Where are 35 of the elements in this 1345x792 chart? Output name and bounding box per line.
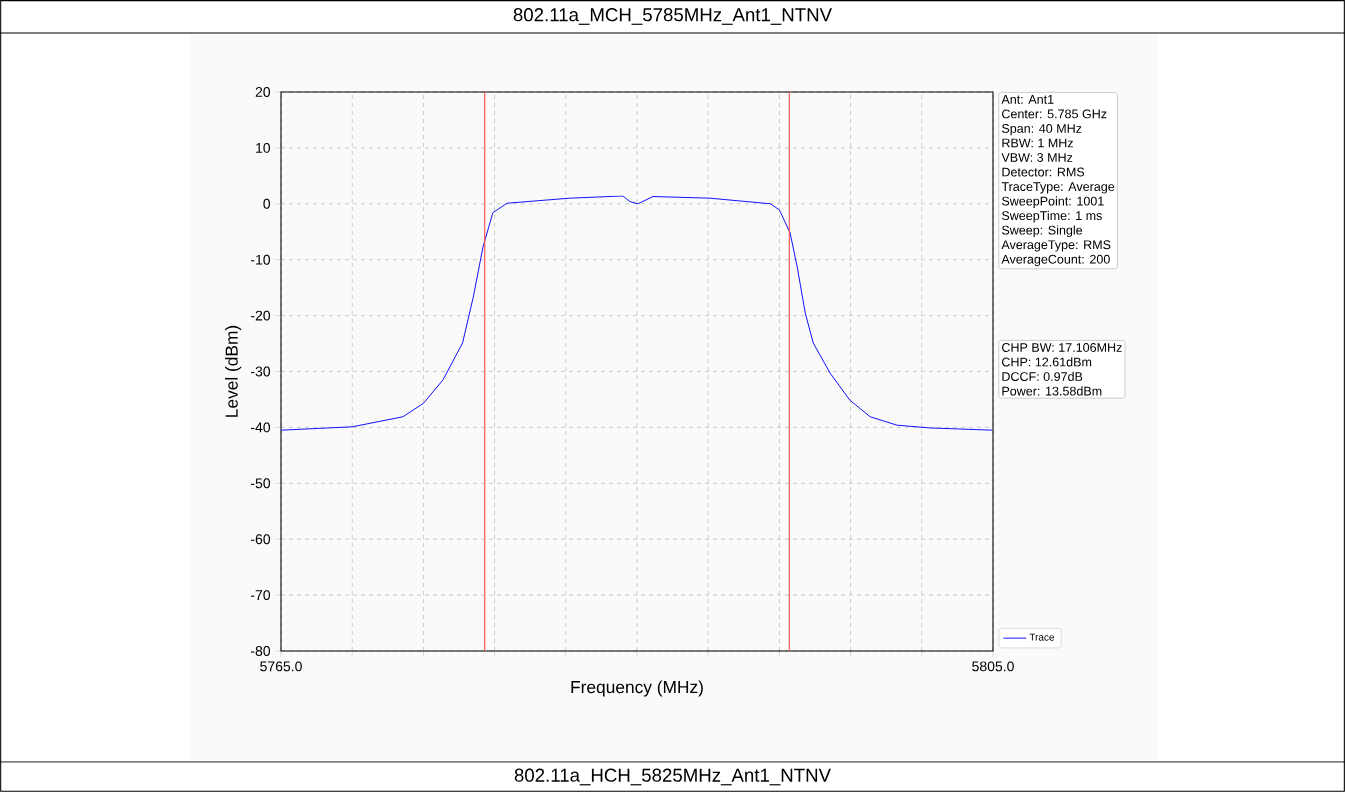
text: AverageCount: 200 xyxy=(1001,254,1110,267)
y-tick-label: -20 xyxy=(251,310,271,321)
text: Power: 13.58dBm xyxy=(1002,386,1102,396)
text: 802.11a_HCH_5825MHz_Ant1_NTNV xyxy=(514,768,831,786)
y-tick-label: -50 xyxy=(251,478,271,489)
text: Ant: Ant1 xyxy=(1001,95,1054,104)
text: DCCF: 0.97dB xyxy=(1002,371,1083,381)
text: Sweep: Single xyxy=(1001,225,1083,238)
y-tick-label: 10 xyxy=(256,142,271,153)
y-tick-label: -70 xyxy=(251,590,271,601)
y-axis-title: Level (dBm) xyxy=(225,325,242,417)
y-tick-label: 20 xyxy=(255,87,271,97)
chart-title: 802.11a_MCH_5785MHz_Ant1_NTNV xyxy=(513,8,833,25)
y-tick-label: -30 xyxy=(251,366,271,377)
text: SweepPoint: 1001 xyxy=(1001,196,1104,208)
x-axis-title: Frequency (MHz) xyxy=(571,680,703,697)
y-tick-label: 0 xyxy=(263,198,271,209)
text: CHP BW: 17.106MHz xyxy=(1002,343,1122,352)
text: CHP: 12.61dBm xyxy=(1002,357,1092,367)
x-tick-label: 5805.0 xyxy=(972,661,1014,672)
text: VBW: 3 MHz xyxy=(1001,153,1073,162)
text: AverageType: RMS xyxy=(1001,240,1111,252)
y-tick-label: -10 xyxy=(251,254,271,265)
text: RBW: 1 MHz xyxy=(1002,138,1073,148)
y-tick-label: -80 xyxy=(251,646,271,656)
line-series xyxy=(281,195,993,431)
text: TraceType: Average xyxy=(1001,182,1115,194)
text: SweepTime: 1 ms xyxy=(1001,210,1102,223)
x-tick-label: 5765.0 xyxy=(260,661,302,672)
text: Detector: RMS xyxy=(1002,167,1085,177)
legend-label: Trace xyxy=(1029,633,1055,641)
y-tick-label: -60 xyxy=(251,534,271,545)
text: Span: 40 MHz xyxy=(1001,124,1082,136)
text: Center: 5.785 GHz xyxy=(1002,109,1107,119)
y-tick-label: -40 xyxy=(251,422,271,433)
